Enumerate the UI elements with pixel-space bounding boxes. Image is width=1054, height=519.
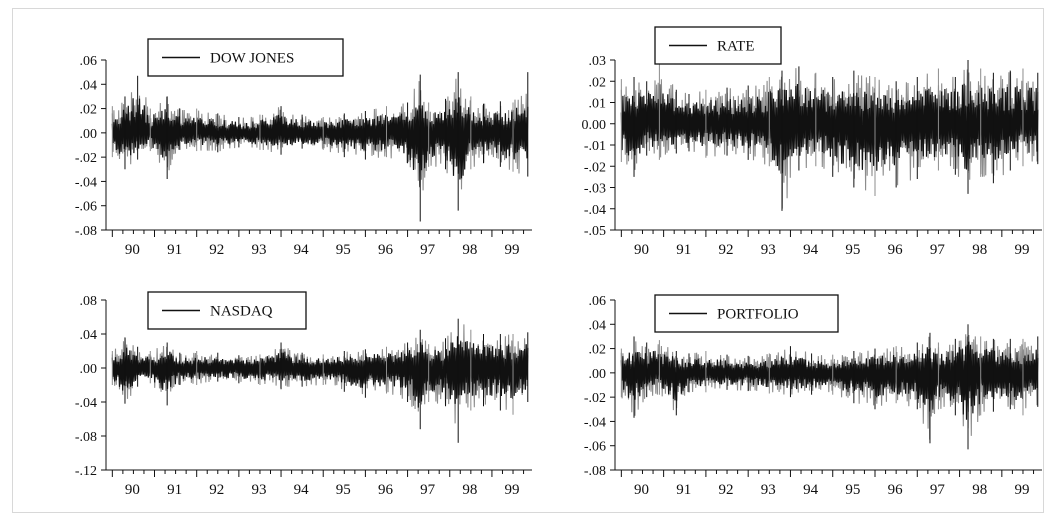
x-tick-label: 98 [462, 482, 477, 498]
y-tick-label: .08 [80, 294, 98, 309]
series-nasdaq [111, 318, 529, 443]
x-tick-label: 99 [1014, 242, 1029, 258]
x-tick-label: 98 [972, 242, 987, 258]
y-tick-label: .04 [589, 318, 607, 333]
y-tick-label: -.02 [75, 151, 97, 166]
x-tick-label: 99 [505, 242, 520, 258]
x-tick-label: 94 [294, 482, 310, 498]
x-tick-label: 97 [420, 482, 436, 498]
chart-panel-3: .08 .04 .00 -.04 -.08 -.12 90 91 92 93 94 95 96 97 98 9… [75, 291, 532, 498]
y-tick-label: .00 [80, 362, 98, 377]
x-tick-label: 95 [845, 242, 860, 258]
x-tick-label: 96 [378, 242, 394, 258]
legend: RATE [654, 26, 782, 65]
x-tick-label: 96 [888, 482, 904, 498]
x-tick-label: 91 [676, 242, 691, 258]
x-tick-label: 90 [634, 482, 649, 498]
y-tick-label: -.08 [75, 224, 97, 239]
chart-panel-4: .06 .04 .02 .00 -.02 -.04 -.06 -.08 90 91 92 93 94 95… [584, 294, 1042, 498]
y-tick-label: -.06 [75, 200, 97, 215]
y-tick-label: -.03 [584, 182, 606, 197]
y-tick-label: -.04 [584, 415, 606, 430]
legend: DOW JONES [147, 38, 344, 77]
y-tick-label: -.02 [584, 391, 606, 406]
x-tick-label: 96 [378, 482, 394, 498]
y-tick-label: .01 [589, 97, 607, 112]
x-tick-label: 93 [251, 482, 266, 498]
y-tick-label: -.05 [584, 224, 606, 239]
x-tick-label: 99 [1014, 482, 1029, 498]
y-tick-label: .02 [80, 103, 98, 118]
x-tick-label: 95 [845, 482, 860, 498]
series-rate [620, 60, 1039, 211]
x-tick-label: 92 [209, 242, 224, 258]
x-tick-label: 95 [336, 242, 351, 258]
x-tick-label: 97 [420, 242, 436, 258]
chart-panel-1: .06 .04 .02 .00 -.02 -.04 -.06 -.08 90 91 92 93 94 95… [75, 38, 532, 258]
y-tick-label: -.04 [75, 396, 97, 411]
x-tick-label: 93 [761, 242, 776, 258]
y-tick-label: 0.00 [582, 118, 607, 133]
x-tick-label: 92 [719, 242, 734, 258]
y-tick-label: .02 [589, 75, 607, 90]
y-tick-label: .06 [80, 54, 98, 69]
y-tick-label: .04 [80, 78, 98, 93]
x-tick-label: 92 [209, 482, 224, 498]
y-tick-label: .00 [80, 127, 98, 142]
y-tick-label: -.08 [75, 430, 97, 445]
x-tick-label: 94 [803, 482, 819, 498]
chart-panel-2: .03 .02 .01 0.00 -.01 -.02 -.03 -.04 -.05 90 91 92 9… [582, 26, 1042, 258]
x-tick-label: 90 [125, 242, 140, 258]
x-tick-label: 98 [972, 482, 987, 498]
y-tick-label: -.12 [75, 464, 97, 479]
x-tick-label: 97 [930, 242, 946, 258]
x-tick-label: 92 [719, 482, 734, 498]
x-tick-label: 98 [462, 242, 477, 258]
series-line [111, 336, 529, 408]
x-tick-label: 91 [167, 242, 182, 258]
legend-label: PORTFOLIO [717, 307, 799, 323]
y-tick-label: -.08 [584, 464, 606, 479]
x-tick-label: 91 [167, 482, 182, 498]
legend: PORTFOLIO [654, 294, 839, 333]
x-tick-label: 91 [676, 482, 691, 498]
y-tick-label: .02 [589, 343, 607, 358]
x-tick-label: 95 [336, 482, 351, 498]
x-tick-label: 93 [251, 242, 266, 258]
x-tick-label: 94 [803, 242, 819, 258]
x-tick-label: 93 [761, 482, 776, 498]
y-tick-label: .03 [589, 54, 607, 69]
legend-label: DOW JONES [210, 51, 294, 67]
x-tick-label: 90 [125, 482, 140, 498]
y-tick-label: -.06 [584, 440, 606, 455]
y-tick-label: -.04 [75, 175, 97, 190]
series-portfolio [620, 324, 1039, 450]
y-tick-label: .06 [589, 294, 607, 309]
y-tick-label: -.04 [584, 203, 606, 218]
x-tick-label: 97 [930, 482, 946, 498]
y-tick-label: .00 [589, 367, 607, 382]
x-tick-label: 99 [505, 482, 520, 498]
x-tick-label: 90 [634, 242, 649, 258]
y-tick-label: -.02 [584, 160, 606, 175]
series-dow-jones [111, 72, 529, 222]
legend: NASDAQ [147, 291, 307, 330]
x-tick-label: 94 [294, 242, 310, 258]
x-tick-label: 96 [888, 242, 904, 258]
legend-label: NASDAQ [210, 304, 273, 320]
y-tick-label: .04 [80, 328, 98, 343]
y-tick-label: -.01 [584, 139, 606, 154]
legend-label: RATE [717, 39, 755, 55]
